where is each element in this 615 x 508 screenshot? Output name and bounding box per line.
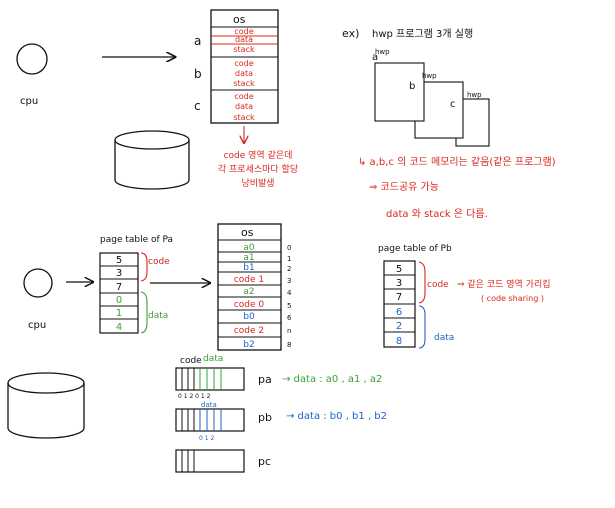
pt-b-entry-4: 2 (396, 321, 402, 332)
frame-0: a0 (243, 243, 255, 253)
frame-4: a2 (243, 287, 254, 297)
pb-sub-data: data (201, 401, 217, 409)
example-note-3: data 와 stack 은 다름. (386, 208, 488, 220)
as-header-data: data (203, 354, 223, 364)
address-space-pb (175, 408, 245, 432)
block-a-code: code (234, 27, 253, 36)
cpu-top-label: cpu (20, 96, 38, 107)
pb-note: → data : b0 , b1 , b2 (286, 411, 387, 422)
frame-num-8: 8 (287, 341, 291, 349)
pt-b-code-label: code (427, 280, 449, 290)
page-table-pa (99, 252, 139, 334)
pt-a-title: page table of Pa (100, 235, 173, 245)
pt-a-entry-4: 1 (116, 308, 122, 319)
block-c-code: code (234, 92, 253, 101)
frame-num-5: 5 (287, 302, 291, 310)
pt-a-entry-3: 0 (116, 295, 122, 306)
pt-b-entry-1: 3 (396, 278, 402, 289)
proc-label-b: b (194, 67, 202, 81)
block-c-data: data (235, 102, 253, 111)
frame-3: code 1 (234, 275, 264, 285)
cpu-bottom-label: cpu (28, 320, 46, 331)
example-heading: hwp 프로그램 3개 실행 (372, 28, 473, 40)
pt-b-code-brace (418, 261, 426, 304)
frame-7: code 2 (234, 326, 264, 336)
pt-b-code-note: ⇒ 같은 코드 영역 가리킴 (457, 278, 551, 290)
pt-b-code-note-2: ( code sharing ) (481, 294, 544, 303)
memory-top: os (210, 9, 279, 124)
frame-num-2: 2 (287, 265, 291, 273)
pa-note: → data : a0 , a1 , a2 (282, 374, 382, 385)
example-title: ex) (342, 27, 359, 40)
frame-num-1: 1 (287, 255, 291, 263)
memory-bottom: os (217, 223, 282, 351)
pb-indices: 0 1 2 (199, 435, 214, 442)
pt-b-entry-3: 6 (396, 307, 402, 318)
cpu-top: cpu (16, 43, 48, 107)
waste-note-1: code 영역 같은데 (224, 149, 293, 161)
pc-label: pc (258, 455, 271, 468)
waste-note-3: 낭비발생 (241, 178, 274, 189)
frame-5: code 0 (234, 300, 265, 310)
pt-b-entry-2: 7 (396, 292, 402, 303)
frame-num-0: 0 (287, 244, 291, 252)
disk-top (114, 130, 190, 190)
frame-num-6: 6 (287, 314, 292, 322)
frame-8: b2 (243, 340, 254, 350)
memory-bottom-os: os (241, 226, 254, 239)
frame-num-7: n (287, 327, 291, 335)
disk-bottom (7, 372, 85, 439)
pt-b-title: page table of Pb (378, 244, 452, 254)
pt-a-data-label: data (148, 311, 168, 321)
block-b-stack: stack (233, 79, 255, 88)
hwp-label-c: c (450, 99, 456, 110)
pt-a-entry-5: 4 (116, 322, 122, 333)
address-space-pc (175, 449, 245, 473)
waste-note-2: 각 프로세스마다 할당 (218, 163, 298, 175)
hwp-windows (374, 62, 490, 147)
frame-1: a1 (243, 253, 254, 263)
hwp-label-a: a (372, 52, 378, 63)
frame-num-3: 3 (287, 277, 291, 285)
page-table-pb (383, 260, 416, 348)
pt-b-data-label: data (434, 333, 454, 343)
hwp-window-title-c: hwp (467, 91, 482, 99)
pt-b-data-brace (418, 305, 426, 349)
pa-label: pa (258, 373, 272, 386)
pa-indices: 0 1 2 0 1 2 (178, 393, 211, 400)
block-a-data: data (235, 35, 253, 44)
memory-top-os: os (233, 13, 246, 26)
frame-2: b1 (243, 263, 254, 273)
proc-label-a: a (194, 34, 201, 48)
hwp-window-title-a: hwp (375, 48, 390, 56)
block-c-stack: stack (233, 113, 255, 122)
example-note-1: ↳ a,b,c 의 코드 메모리는 같음(같은 프로그램) (358, 156, 556, 168)
proc-label-c: c (194, 99, 201, 113)
pt-a-entry-0: 5 (116, 255, 122, 266)
pt-a-code-label: code (148, 257, 170, 267)
frame-6: b0 (243, 312, 255, 322)
pt-a-data-brace (140, 291, 148, 334)
pb-label: pb (258, 411, 272, 424)
pt-a-entry-1: 3 (116, 268, 122, 279)
block-b-code: code (234, 59, 253, 68)
pt-a-entry-2: 7 (116, 282, 122, 293)
hwp-label-b: b (409, 81, 415, 92)
block-a-stack: stack (233, 45, 255, 54)
pt-a-code-brace (140, 252, 148, 282)
address-space-pa (175, 367, 245, 391)
as-header-code: code (180, 356, 202, 366)
pt-b-entry-5: 8 (396, 336, 402, 347)
frame-num-4: 4 (287, 289, 292, 297)
hwp-window-title-b: hwp (422, 72, 437, 80)
example-note-2: ⇒ 코드공유 가능 (369, 181, 439, 193)
block-b-data: data (235, 69, 253, 78)
cpu-bottom: cpu (23, 268, 53, 331)
pt-b-entry-0: 5 (396, 264, 402, 275)
